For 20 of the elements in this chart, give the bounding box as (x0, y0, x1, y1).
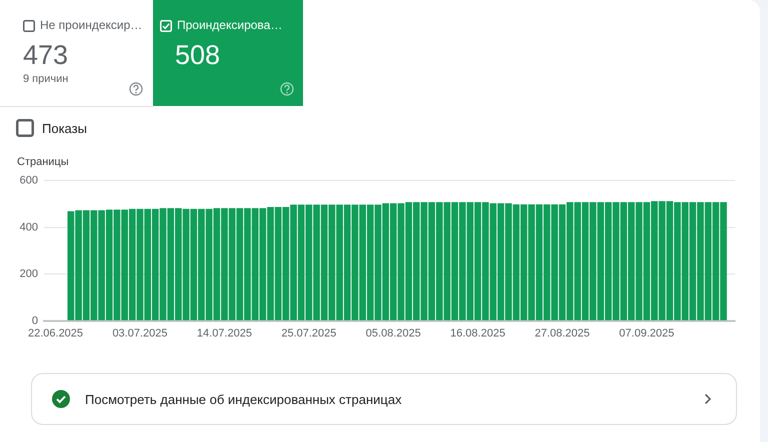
text: 508 (175, 40, 220, 71)
x-tick-label: 27.08.2025 (534, 327, 590, 340)
x-tick-label: 14.07.2025 (196, 327, 252, 340)
text: 473 (23, 40, 68, 71)
text: Проиндексирова… (177, 18, 282, 32)
text: Показы (42, 121, 87, 136)
y-tick-label: 400 (20, 221, 38, 234)
x-tick-label: 07.09.2025 (619, 327, 674, 340)
x-tick-label: 16.08.2025 (450, 327, 506, 340)
text: Посмотреть данные об индексированных страницах (85, 392, 402, 407)
text: 9 причин (23, 73, 68, 85)
y-tick-label: 600 (20, 174, 38, 187)
x-tick-label: 25.07.2025 (281, 327, 336, 340)
y-tick-label: 200 (20, 268, 38, 280)
text: Не проиндексир… (40, 18, 142, 32)
x-tick-label: 05.08.2025 (366, 327, 421, 340)
x-tick-label: 22.06.2025 (28, 327, 84, 340)
y-axis-title: Страницы (17, 156, 69, 168)
x-tick-label: 03.07.2025 (112, 327, 168, 340)
y-tick-label: 0 (32, 314, 38, 327)
